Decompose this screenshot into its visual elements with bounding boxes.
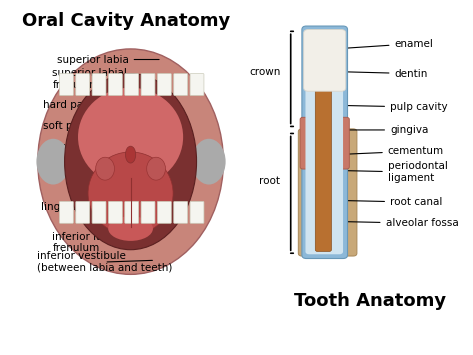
Text: lingual frenulum: lingual frenulum — [41, 202, 143, 212]
FancyBboxPatch shape — [76, 73, 90, 95]
Text: pulp cavity: pulp cavity — [337, 102, 447, 112]
Ellipse shape — [78, 88, 183, 186]
FancyBboxPatch shape — [298, 129, 357, 256]
Ellipse shape — [192, 139, 226, 185]
FancyBboxPatch shape — [108, 201, 123, 223]
Ellipse shape — [65, 73, 197, 250]
FancyBboxPatch shape — [190, 201, 204, 223]
FancyBboxPatch shape — [174, 201, 188, 223]
FancyBboxPatch shape — [108, 73, 123, 95]
Ellipse shape — [108, 216, 153, 241]
Text: superior labial
frenulum: superior labial frenulum — [53, 68, 150, 90]
Ellipse shape — [38, 49, 223, 274]
FancyBboxPatch shape — [158, 73, 171, 95]
Text: superior labia: superior labia — [57, 55, 159, 65]
FancyBboxPatch shape — [141, 201, 155, 223]
FancyBboxPatch shape — [174, 73, 188, 95]
Ellipse shape — [88, 152, 173, 235]
Text: inferior vestibule
(between labia and teeth): inferior vestibule (between labia and te… — [36, 251, 172, 273]
FancyBboxPatch shape — [125, 201, 139, 223]
Text: uvula: uvula — [57, 142, 157, 152]
Text: hard palate: hard palate — [44, 100, 152, 110]
Ellipse shape — [36, 139, 70, 185]
FancyBboxPatch shape — [125, 73, 139, 95]
Text: periodontal
ligament: periodontal ligament — [339, 162, 447, 183]
Text: soft palate: soft palate — [44, 121, 152, 131]
FancyBboxPatch shape — [60, 201, 73, 223]
Text: alveolar fossa: alveolar fossa — [342, 218, 458, 228]
Text: Tooth Anatomy: Tooth Anatomy — [294, 292, 446, 310]
FancyBboxPatch shape — [76, 201, 90, 223]
FancyBboxPatch shape — [190, 73, 204, 95]
FancyBboxPatch shape — [302, 26, 348, 258]
Text: root canal: root canal — [339, 197, 442, 207]
FancyBboxPatch shape — [158, 201, 171, 223]
FancyBboxPatch shape — [300, 117, 349, 169]
Text: crown: crown — [249, 67, 280, 77]
Text: enamel: enamel — [337, 39, 433, 49]
FancyBboxPatch shape — [304, 29, 346, 91]
Ellipse shape — [125, 146, 136, 163]
Ellipse shape — [96, 157, 114, 180]
FancyBboxPatch shape — [92, 201, 106, 223]
Text: cementum: cementum — [339, 146, 444, 156]
FancyBboxPatch shape — [306, 32, 343, 254]
Text: root: root — [259, 176, 280, 186]
Text: palatine tonsil: palatine tonsil — [41, 157, 146, 166]
Text: inferior labial
frenulum: inferior labial frenulum — [53, 232, 150, 253]
FancyBboxPatch shape — [315, 38, 332, 251]
FancyBboxPatch shape — [141, 73, 155, 95]
Text: Oral Cavity Anatomy: Oral Cavity Anatomy — [22, 12, 230, 30]
FancyBboxPatch shape — [60, 73, 73, 95]
Text: dentin: dentin — [348, 69, 428, 78]
FancyBboxPatch shape — [92, 73, 106, 95]
Ellipse shape — [147, 157, 166, 180]
Text: gingiva: gingiva — [342, 125, 429, 135]
